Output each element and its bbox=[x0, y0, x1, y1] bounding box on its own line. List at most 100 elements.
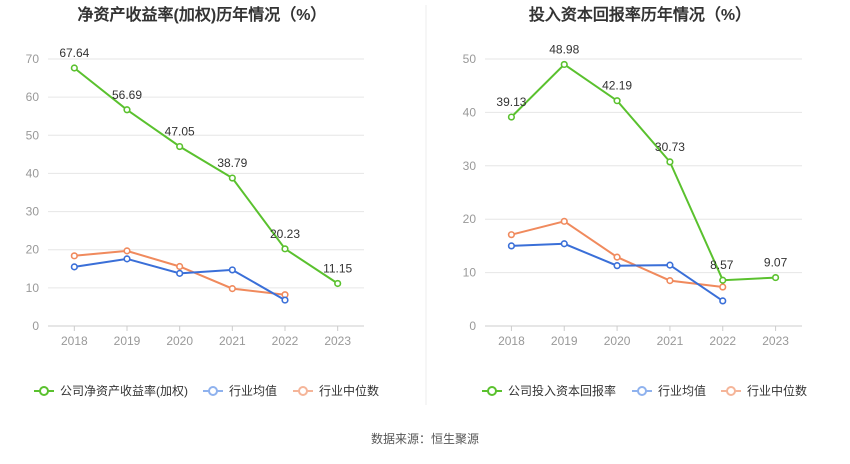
data-point-industry_median[interactable] bbox=[613, 253, 621, 261]
grid-lines bbox=[485, 58, 802, 274]
data-point-industry_median[interactable] bbox=[719, 283, 727, 291]
y-tick-label: 10 bbox=[463, 266, 477, 280]
data-point-company[interactable] bbox=[771, 273, 780, 282]
data-point-company[interactable] bbox=[334, 279, 342, 288]
data-point-industry_median[interactable] bbox=[176, 262, 184, 271]
legend: 公司净资产收益率(加权) 行业均值 行业中位数 bbox=[34, 383, 379, 398]
data-point-industry_avg[interactable] bbox=[719, 297, 727, 305]
data-point-industry_avg[interactable] bbox=[123, 255, 131, 263]
x-tick-label: 2022 bbox=[272, 334, 299, 348]
data-label: 48.98 bbox=[549, 42, 579, 56]
legend-marker bbox=[487, 386, 497, 396]
x-tick-label: 2023 bbox=[324, 334, 351, 348]
data-point-industry_avg[interactable] bbox=[507, 242, 516, 250]
x-tick-label: 2019 bbox=[551, 334, 578, 348]
y-tick-label: 0 bbox=[469, 319, 476, 333]
data-point-company[interactable] bbox=[507, 113, 516, 121]
data-label: 47.05 bbox=[165, 125, 195, 139]
legend-item-company[interactable]: 公司净资产收益率(加权) bbox=[34, 383, 188, 398]
data-point-company[interactable] bbox=[123, 106, 131, 114]
y-axis: 0 10 20 30 40 50 bbox=[463, 52, 477, 333]
grid-lines bbox=[48, 58, 364, 289]
legend-marker bbox=[726, 386, 736, 396]
data-point-industry_median[interactable] bbox=[666, 277, 674, 285]
y-tick-label: 50 bbox=[26, 128, 40, 142]
data-point-industry_median[interactable] bbox=[70, 252, 78, 260]
data-point-industry_median[interactable] bbox=[228, 285, 236, 293]
y-tick-label: 20 bbox=[26, 243, 40, 257]
y-axis: 0 10 20 30 40 50 60 70 bbox=[26, 52, 40, 333]
data-point-industry_avg[interactable] bbox=[281, 296, 289, 304]
x-axis: 2018 2019 2020 2021 2022 2023 bbox=[485, 325, 802, 348]
data-point-industry_median[interactable] bbox=[560, 217, 568, 225]
data-label: 67.64 bbox=[59, 46, 89, 60]
data-point-company[interactable] bbox=[666, 158, 674, 166]
series-line-company bbox=[73, 67, 339, 285]
data-label: 11.15 bbox=[323, 261, 352, 275]
legend-label: 行业均值 bbox=[658, 383, 706, 398]
chart-title: 净资产收益率(加权)历年情况（%） bbox=[78, 5, 327, 24]
legend-marker bbox=[298, 386, 308, 396]
y-tick-label: 0 bbox=[32, 319, 39, 333]
y-tick-label: 60 bbox=[26, 90, 40, 104]
data-point-company[interactable] bbox=[228, 174, 236, 182]
y-tick-label: 70 bbox=[26, 52, 40, 66]
y-tick-label: 30 bbox=[26, 205, 40, 219]
x-tick-label: 2021 bbox=[657, 334, 684, 348]
source-label: 数据来源：恒生聚源 bbox=[371, 431, 479, 446]
series-line-company bbox=[510, 63, 776, 282]
data-point-industry_avg[interactable] bbox=[666, 261, 674, 269]
legend-label: 行业中位数 bbox=[319, 383, 379, 398]
y-tick-label: 20 bbox=[463, 212, 477, 226]
y-tick-label: 50 bbox=[463, 52, 477, 66]
data-point-industry_avg[interactable] bbox=[560, 240, 568, 248]
legend-item-industry-median[interactable]: 行业中位数 bbox=[293, 383, 379, 398]
legend-item-industry-avg[interactable]: 行业均值 bbox=[203, 383, 277, 398]
data-label: 38.79 bbox=[217, 156, 247, 170]
data-point-industry_avg[interactable] bbox=[613, 262, 621, 270]
data-label: 42.19 bbox=[602, 79, 632, 93]
data-point-industry_avg[interactable] bbox=[228, 266, 236, 274]
data-label: 9.07 bbox=[764, 256, 788, 270]
data-point-industry_median[interactable] bbox=[123, 247, 131, 255]
legend: 公司投入资本回报率 行业均值 行业中位数 bbox=[482, 383, 807, 398]
data-point-company[interactable] bbox=[281, 245, 289, 253]
legend-label: 公司投入资本回报率 bbox=[508, 383, 616, 398]
x-tick-label: 2020 bbox=[604, 334, 631, 348]
chart-title: 投入资本回报率历年情况（%） bbox=[529, 5, 751, 24]
y-tick-label: 40 bbox=[26, 166, 40, 180]
data-point-industry_median[interactable] bbox=[507, 231, 516, 239]
legend-label: 公司净资产收益率(加权) bbox=[60, 383, 188, 398]
data-point-industry_avg[interactable] bbox=[70, 263, 78, 271]
data-label: 56.69 bbox=[112, 88, 142, 102]
data-point-company[interactable] bbox=[70, 64, 78, 72]
data-point-company[interactable] bbox=[560, 60, 568, 69]
data-point-industry_avg[interactable] bbox=[176, 269, 184, 277]
data-point-company[interactable] bbox=[719, 276, 727, 284]
series-group: 39.13 48.98 42.19 30.73 8.57 9.07 bbox=[496, 42, 788, 305]
legend-marker bbox=[637, 386, 647, 396]
legend-item-company[interactable]: 公司投入资本回报率 bbox=[482, 383, 616, 398]
legend-marker bbox=[39, 386, 49, 396]
y-tick-label: 40 bbox=[463, 105, 477, 119]
y-tick-label: 10 bbox=[26, 281, 40, 295]
x-tick-label: 2019 bbox=[114, 334, 141, 348]
data-label: 30.73 bbox=[655, 140, 685, 154]
data-point-company[interactable] bbox=[613, 97, 621, 105]
data-label: 8.57 bbox=[710, 258, 734, 272]
x-axis: 2018 2019 2020 2021 2022 2023 bbox=[48, 325, 364, 348]
legend-item-industry-median[interactable]: 行业中位数 bbox=[721, 383, 807, 398]
legend-label: 行业中位数 bbox=[747, 383, 807, 398]
legend-item-industry-avg[interactable]: 行业均值 bbox=[632, 383, 706, 398]
legend-label: 行业均值 bbox=[229, 383, 277, 398]
y-tick-label: 30 bbox=[463, 159, 477, 173]
series-group: 67.64 56.69 47.05 38.79 20.23 11.15 bbox=[59, 46, 353, 304]
x-tick-label: 2023 bbox=[762, 334, 789, 348]
legend-marker bbox=[208, 386, 218, 396]
data-label: 20.23 bbox=[270, 227, 300, 241]
data-point-company[interactable] bbox=[176, 142, 184, 151]
